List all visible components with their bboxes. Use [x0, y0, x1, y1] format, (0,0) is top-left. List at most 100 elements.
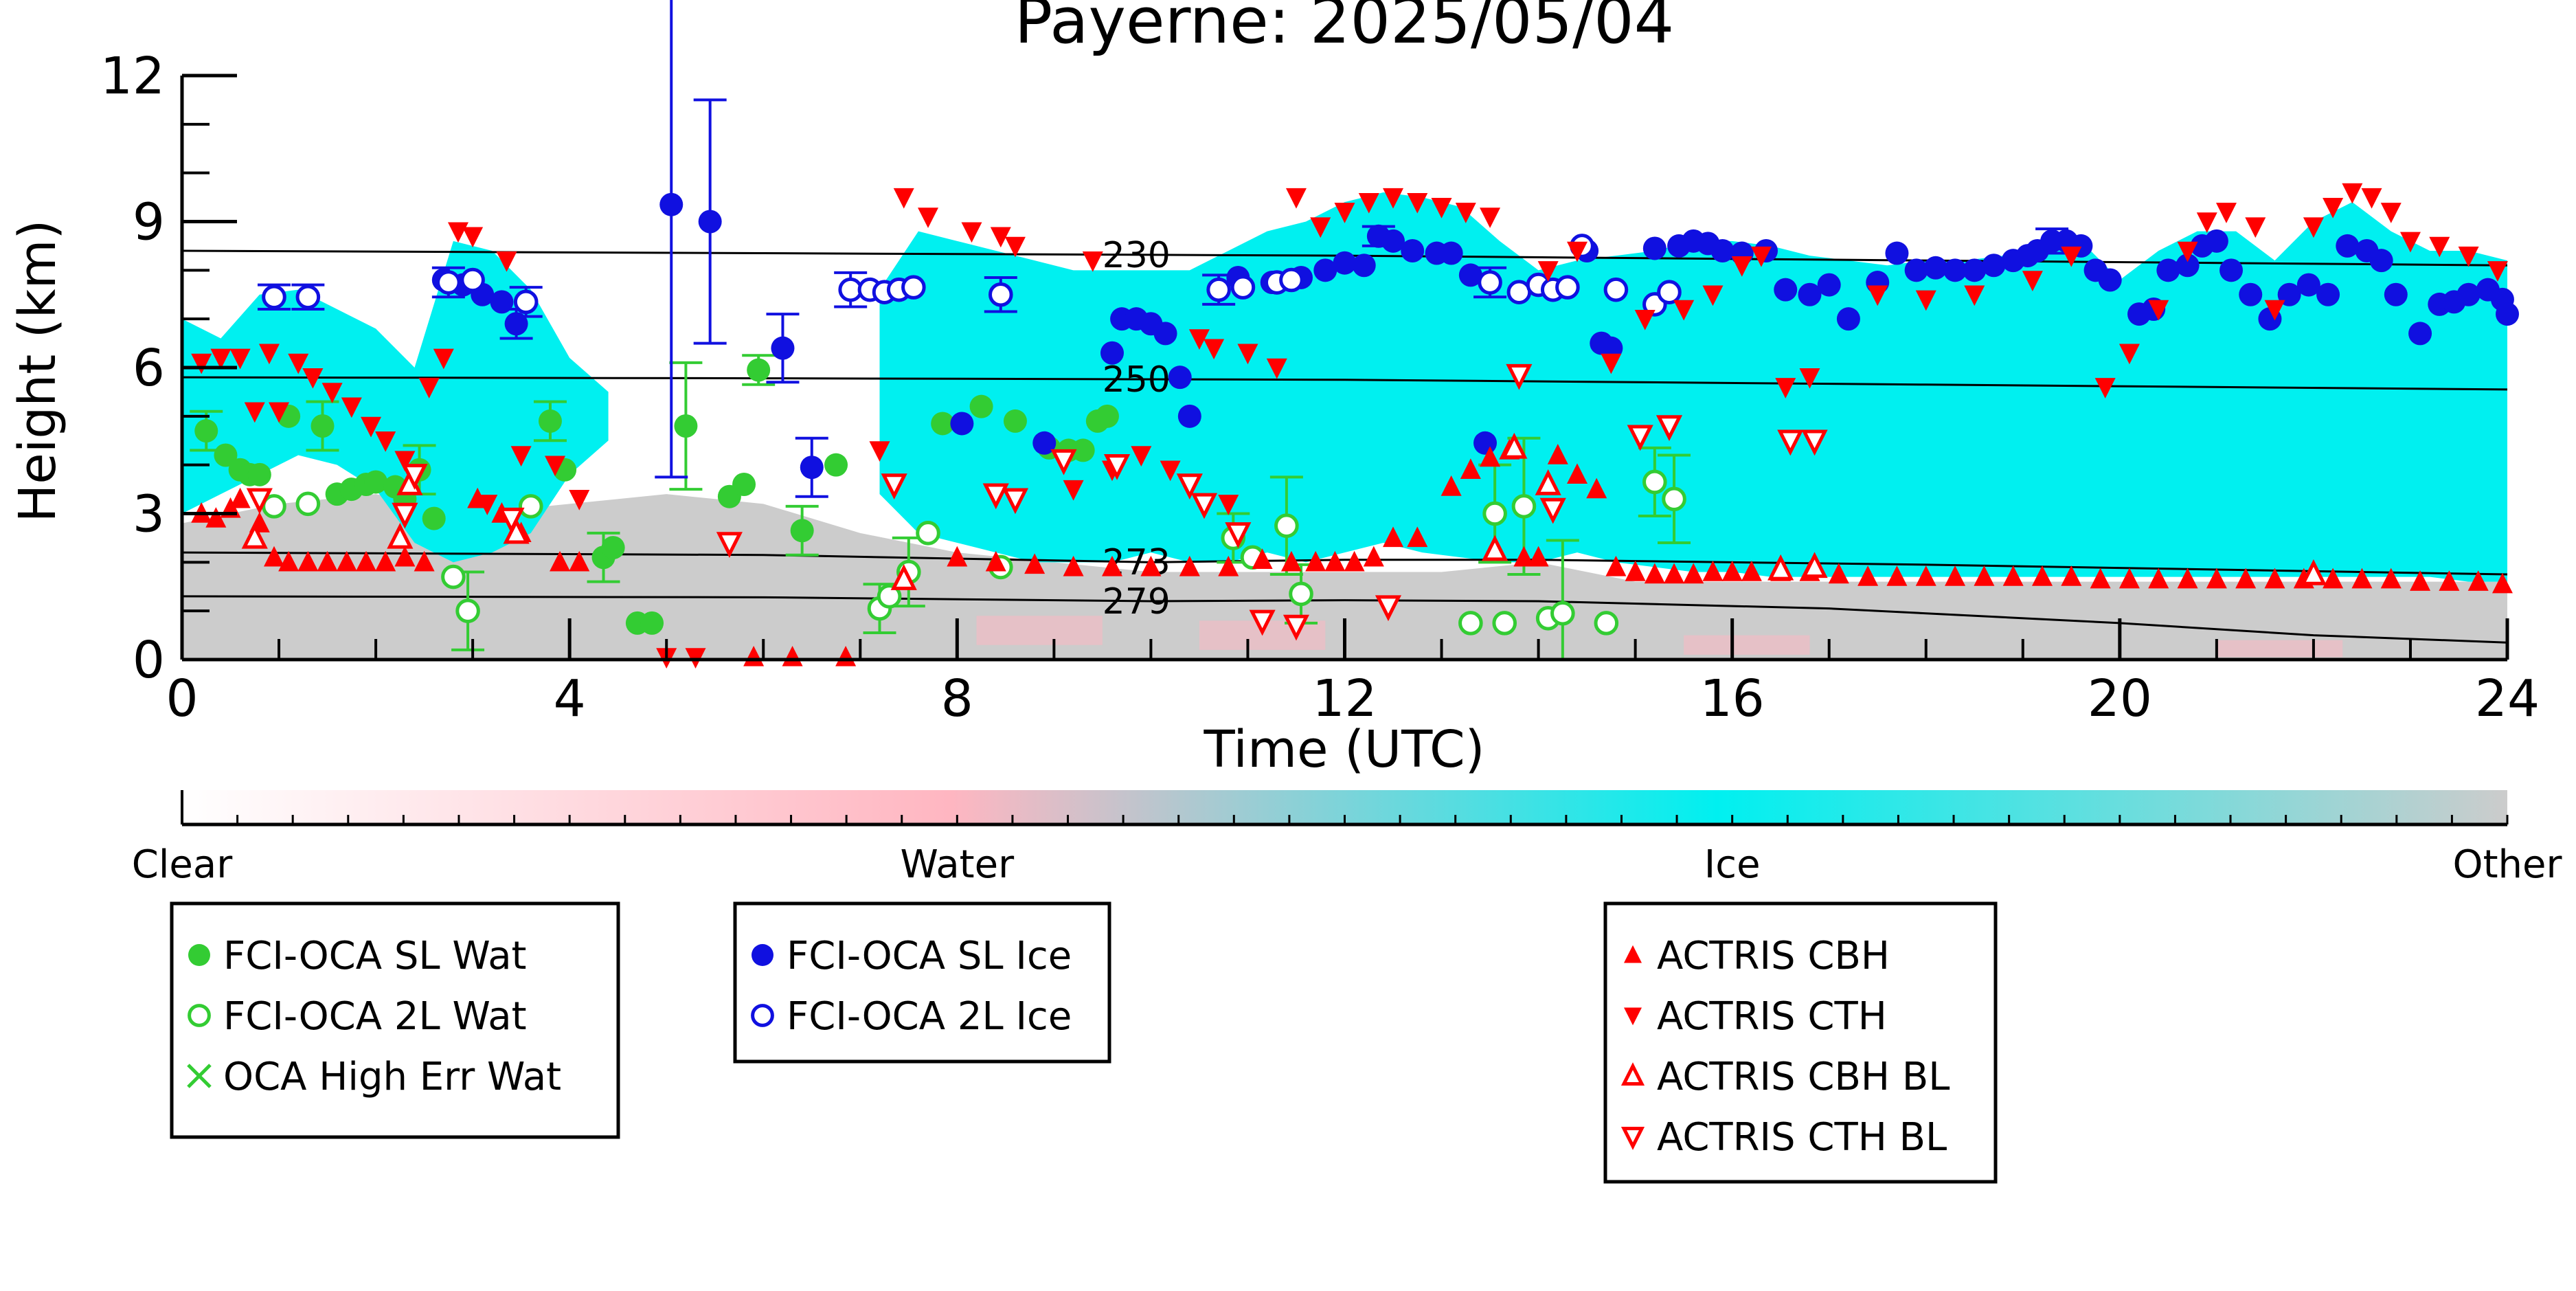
data-point [659, 192, 683, 216]
data-point [1974, 565, 1995, 586]
data-point [1002, 488, 1029, 515]
data-point [2094, 378, 2116, 398]
data-point [747, 358, 771, 382]
colorbar: Clear Water Ice Other [132, 790, 2562, 887]
data-point [229, 487, 251, 508]
data-point [361, 416, 382, 438]
data-point [1857, 565, 1879, 586]
data-point [538, 409, 562, 433]
colorbar-label: Water [901, 842, 1015, 887]
data-point [247, 462, 271, 486]
data-point [1547, 444, 1568, 464]
data-point [1283, 614, 1310, 641]
data-point [1915, 290, 1936, 311]
data-point [2002, 565, 2024, 586]
data-point [214, 443, 238, 467]
data-point [1225, 522, 1252, 548]
data-point [1799, 368, 1820, 389]
colorbar-label: Other [2452, 842, 2562, 887]
data-point [2467, 570, 2489, 591]
data-point [2429, 236, 2450, 258]
data-point [262, 494, 286, 519]
data-point [2215, 203, 2237, 223]
series-actris-cth [191, 183, 2508, 669]
data-point [985, 550, 1006, 572]
data-point [1904, 258, 1928, 282]
data-point [1501, 432, 1528, 459]
data-point [1945, 565, 1966, 586]
data-point [2148, 300, 2169, 321]
data-point [1179, 555, 1200, 576]
data-point [262, 284, 286, 310]
data-point [2022, 271, 2043, 291]
data-point [790, 519, 814, 543]
x-tick-label: 16 [1700, 669, 1765, 728]
data-point [1627, 425, 1653, 451]
data-point [394, 451, 416, 472]
data-point [1279, 267, 1304, 293]
data-point [2384, 282, 2408, 306]
data-point [916, 521, 940, 546]
data-point [1237, 344, 1258, 365]
data-point [1439, 241, 1463, 265]
data-point [2090, 568, 2111, 589]
data-point [1095, 404, 1119, 428]
data-point [302, 368, 324, 389]
data-point [462, 227, 484, 248]
data-point [698, 210, 722, 234]
data-point [1313, 258, 1337, 282]
colorbar-label: Ice [1704, 842, 1761, 887]
data-point [1230, 275, 1256, 300]
data-point [716, 532, 743, 559]
other-curtain [182, 494, 2507, 660]
contour-273 [181, 551, 2508, 576]
data-point [1473, 431, 1498, 455]
data-point [1885, 241, 1909, 265]
y-tick-label: 12 [100, 47, 165, 106]
data-point [1480, 446, 1501, 467]
data-point [2264, 300, 2285, 321]
data-point [1943, 258, 1967, 282]
data-point [2196, 212, 2217, 233]
data-point [1440, 475, 1462, 496]
data-point [2456, 282, 2481, 306]
series-layer [190, 0, 2519, 669]
legend-marker [752, 944, 773, 966]
data-point [1594, 611, 1619, 636]
data-point [969, 394, 993, 418]
data-point [1375, 595, 1402, 622]
data-point [433, 348, 454, 370]
data-point [1741, 561, 1762, 581]
contour-label-279: 279 [1103, 581, 1171, 622]
data-point [1625, 561, 1646, 581]
data-point [1601, 353, 1622, 374]
data-point [498, 507, 525, 534]
data-point [504, 312, 528, 336]
data-point [310, 414, 335, 438]
data-point [513, 289, 539, 315]
legend-frame [170, 901, 620, 1139]
data-point [1482, 501, 1507, 526]
data-point [1528, 546, 1549, 567]
data-point [1381, 229, 1405, 253]
data-point [1642, 236, 1667, 260]
data-point [355, 550, 376, 572]
data-point [1032, 431, 1057, 455]
data-point [1305, 550, 1326, 572]
data-point [1721, 561, 1743, 581]
data-point [269, 402, 290, 423]
legend-box-1: FCI-OCA SL Ice FCI-OCA 2L Ice [733, 901, 1111, 1064]
data-point [2296, 273, 2320, 297]
series-fci-oca-2l-ice [257, 234, 1682, 318]
data-point [2177, 568, 2198, 589]
data-point [1063, 555, 1084, 576]
data-point [518, 494, 543, 519]
data-point [1964, 285, 1985, 306]
data-point [1480, 207, 1501, 228]
data-point [2119, 568, 2140, 589]
data-point [510, 446, 532, 467]
series-actris-cth-bl [246, 363, 1828, 641]
data-point [1478, 270, 1502, 295]
data-point [191, 353, 212, 374]
